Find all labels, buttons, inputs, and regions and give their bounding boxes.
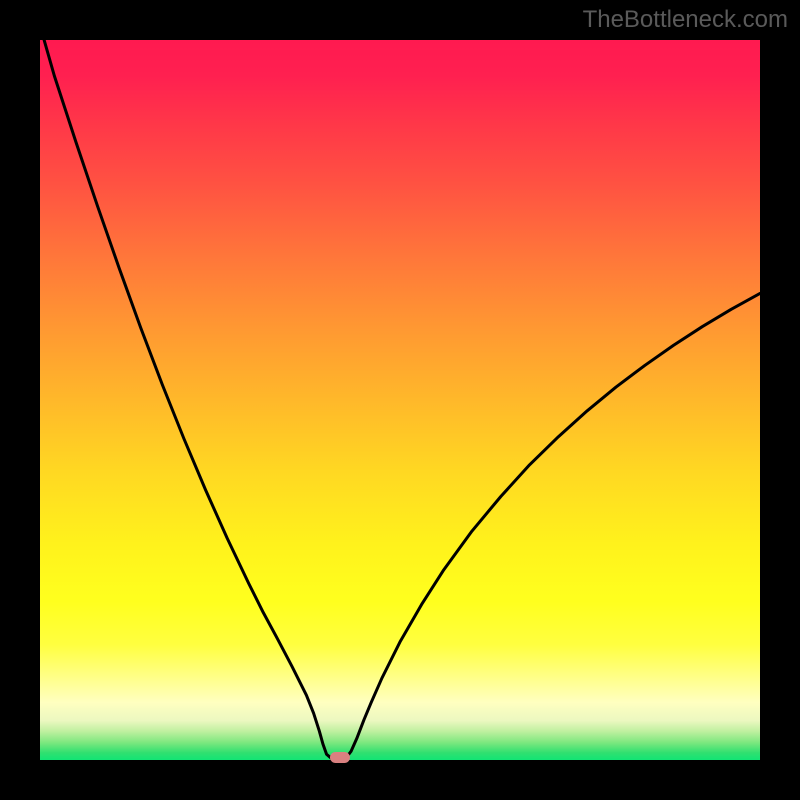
watermark-text: TheBottleneck.com — [583, 6, 788, 34]
plot-area — [40, 40, 760, 760]
minimum-marker — [330, 752, 350, 763]
chart-container: TheBottleneck.com — [0, 0, 800, 800]
